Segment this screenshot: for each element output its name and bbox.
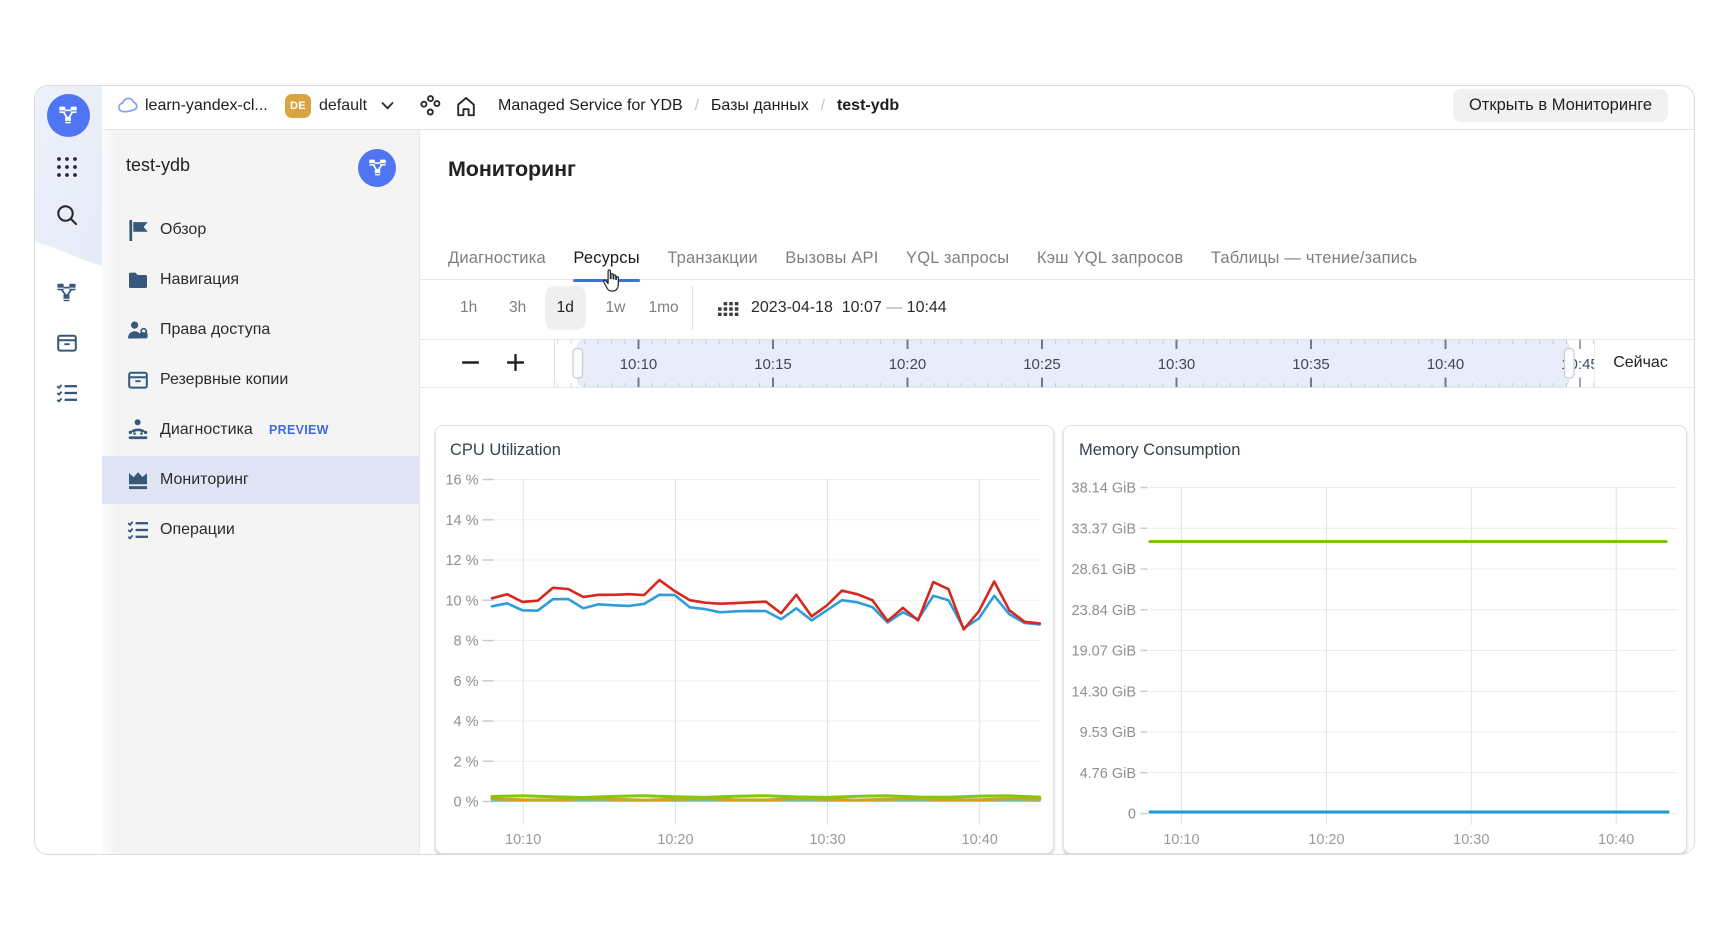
svg-text:10:40: 10:40 — [961, 832, 997, 848]
svg-text:Memory Consumption: Memory Consumption — [1079, 441, 1240, 459]
svg-text:10 %: 10 % — [445, 593, 478, 609]
svg-text:10:30: 10:30 — [1453, 832, 1489, 848]
svg-text:10:20: 10:20 — [1308, 832, 1344, 848]
svg-text:10:25: 10:25 — [1023, 356, 1061, 373]
svg-text:10:10: 10:10 — [619, 356, 657, 373]
svg-text:23.84 GiB: 23.84 GiB — [1072, 602, 1137, 618]
svg-text:0: 0 — [1128, 806, 1136, 822]
svg-text:14 %: 14 % — [445, 513, 478, 529]
svg-text:10:30: 10:30 — [809, 832, 845, 848]
svg-text:9.53 GiB: 9.53 GiB — [1080, 725, 1136, 741]
svg-text:10:20: 10:20 — [657, 832, 693, 848]
svg-text:14.30 GiB: 14.30 GiB — [1072, 684, 1137, 700]
svg-text:10:15: 10:15 — [754, 356, 792, 373]
svg-text:2 %: 2 % — [453, 754, 478, 770]
svg-text:10:40: 10:40 — [1426, 356, 1464, 373]
svg-text:10:20: 10:20 — [888, 356, 926, 373]
svg-text:19.07 GiB: 19.07 GiB — [1072, 643, 1137, 659]
svg-text:6 %: 6 % — [453, 673, 478, 689]
svg-text:10:10: 10:10 — [1163, 832, 1199, 848]
svg-text:CPU Utilization: CPU Utilization — [450, 441, 561, 459]
svg-text:16 %: 16 % — [445, 472, 478, 488]
svg-text:10:40: 10:40 — [1598, 832, 1634, 848]
svg-text:12 %: 12 % — [445, 553, 478, 569]
svg-text:33.37 GiB: 33.37 GiB — [1072, 521, 1137, 537]
svg-text:10:35: 10:35 — [1292, 356, 1330, 373]
svg-text:28.61 GiB: 28.61 GiB — [1072, 562, 1137, 578]
svg-text:4.76 GiB: 4.76 GiB — [1080, 765, 1136, 781]
svg-text:4 %: 4 % — [453, 714, 478, 730]
svg-text:38.14 GiB: 38.14 GiB — [1072, 480, 1137, 496]
svg-text:10:30: 10:30 — [1157, 356, 1195, 373]
svg-text:0 %: 0 % — [453, 794, 478, 810]
svg-text:10:10: 10:10 — [505, 832, 541, 848]
svg-text:8 %: 8 % — [453, 633, 478, 649]
